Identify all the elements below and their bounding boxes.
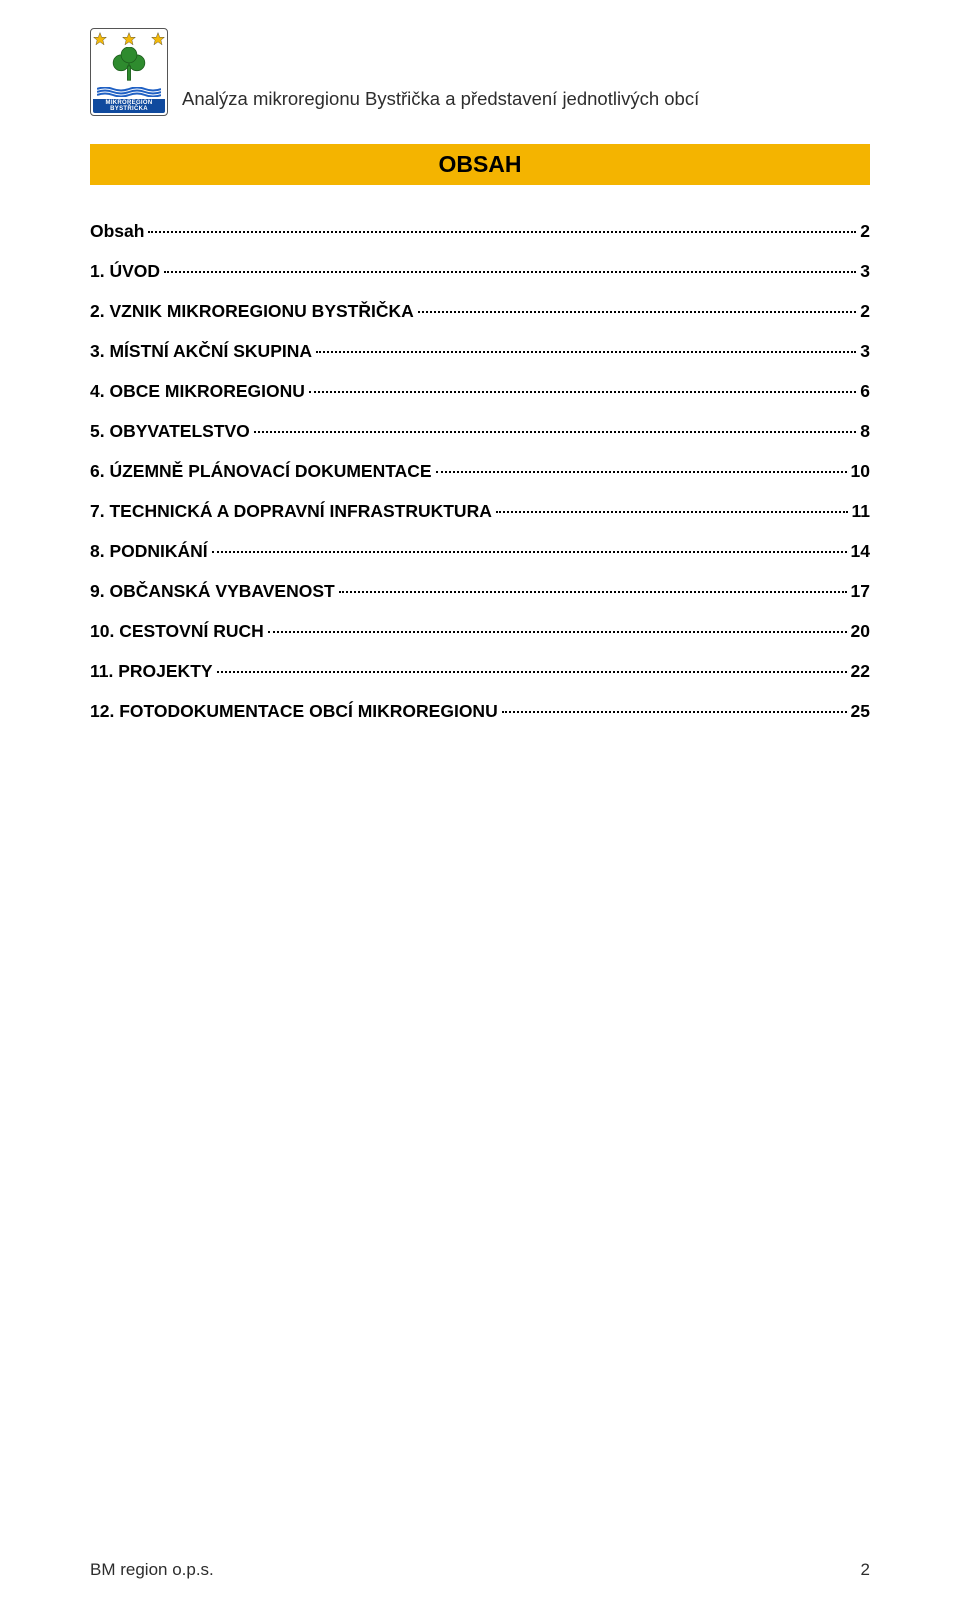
clover-leaf-icon — [110, 47, 148, 85]
toc-label: 10. CESTOVNÍ RUCH — [90, 621, 264, 642]
toc-leader-dots — [164, 271, 856, 273]
toc-page-number: 10 — [851, 461, 870, 482]
logo-stars-row — [93, 32, 165, 46]
toc-row: Obsah 2 — [90, 221, 870, 242]
star-icon — [122, 32, 136, 46]
toc-leader-dots — [316, 351, 856, 353]
toc-row: 10. CESTOVNÍ RUCH 20 — [90, 621, 870, 642]
toc-row: 3. MÍSTNÍ AKČNÍ SKUPINA 3 — [90, 341, 870, 362]
toc-row: 1. ÚVOD 3 — [90, 261, 870, 282]
table-of-contents: Obsah 2 1. ÚVOD 3 2. VZNIK MIKROREGIONU BY… — [90, 221, 870, 722]
toc-page-number: 2 — [860, 221, 870, 242]
toc-label: 4. OBCE MIKROREGIONU — [90, 381, 305, 402]
toc-page-number: 22 — [851, 661, 870, 682]
toc-label: 8. PODNIKÁNÍ — [90, 541, 208, 562]
toc-label: Obsah — [90, 221, 144, 242]
toc-page-number: 3 — [860, 341, 870, 362]
toc-label: 2. VZNIK MIKROREGIONU BYSTŘIČKA — [90, 301, 414, 322]
toc-page-number: 2 — [860, 301, 870, 322]
toc-page-number: 14 — [851, 541, 870, 562]
title-band: OBSAH — [90, 144, 870, 185]
toc-page-number: 8 — [860, 421, 870, 442]
toc-leader-dots — [339, 591, 847, 593]
toc-label: 7. TECHNICKÁ A DOPRAVNÍ INFRASTRUKTURA — [90, 501, 492, 522]
toc-page-number: 17 — [851, 581, 870, 602]
toc-leader-dots — [309, 391, 856, 393]
footer-page-number: 2 — [861, 1560, 870, 1580]
toc-row: 8. PODNIKÁNÍ 14 — [90, 541, 870, 562]
toc-row: 6. ÚZEMNĚ PLÁNOVACÍ DOKUMENTACE 10 — [90, 461, 870, 482]
document-page: MIKROREGION BYSTŘIČKA Analýza mikroregio… — [0, 0, 960, 1620]
toc-leader-dots — [502, 711, 847, 713]
toc-page-number: 25 — [851, 701, 870, 722]
page-footer: BM region o.p.s. 2 — [90, 1560, 870, 1580]
header-text: Analýza mikroregionu Bystřička a předsta… — [182, 88, 699, 116]
toc-row: 4. OBCE MIKROREGIONU 6 — [90, 381, 870, 402]
star-icon — [93, 32, 107, 46]
toc-label: 5. OBYVATELSTVO — [90, 421, 250, 442]
toc-label: 9. OBČANSKÁ VYBAVENOST — [90, 581, 335, 602]
toc-page-number: 6 — [860, 381, 870, 402]
toc-page-number: 3 — [860, 261, 870, 282]
toc-leader-dots — [254, 431, 856, 433]
toc-label: 1. ÚVOD — [90, 261, 160, 282]
toc-row: 2. VZNIK MIKROREGIONU BYSTŘIČKA 2 — [90, 301, 870, 322]
toc-leader-dots — [148, 231, 856, 233]
toc-label: 6. ÚZEMNĚ PLÁNOVACÍ DOKUMENTACE — [90, 461, 432, 482]
logo: MIKROREGION BYSTŘIČKA — [90, 28, 168, 116]
toc-row: 7. TECHNICKÁ A DOPRAVNÍ INFRASTRUKTURA 1… — [90, 501, 870, 522]
toc-leader-dots — [496, 511, 848, 513]
toc-page-number: 11 — [852, 501, 871, 522]
logo-leaf-wrap — [109, 48, 149, 84]
toc-row: 9. OBČANSKÁ VYBAVENOST 17 — [90, 581, 870, 602]
waves-icon — [97, 87, 161, 97]
toc-leader-dots — [268, 631, 847, 633]
toc-label: 11. PROJEKTY — [90, 661, 213, 682]
toc-row: 11. PROJEKTY 22 — [90, 661, 870, 682]
toc-leader-dots — [217, 671, 847, 673]
toc-page-number: 20 — [851, 621, 870, 642]
toc-leader-dots — [418, 311, 856, 313]
toc-leader-dots — [212, 551, 847, 553]
toc-label: 12. FOTODOKUMENTACE OBCÍ MIKROREGIONU — [90, 701, 498, 722]
footer-left: BM region o.p.s. — [90, 1560, 214, 1580]
star-icon — [151, 32, 165, 46]
toc-leader-dots — [436, 471, 847, 473]
toc-label: 3. MÍSTNÍ AKČNÍ SKUPINA — [90, 341, 312, 362]
logo-banner-text: MIKROREGION BYSTŘIČKA — [93, 99, 165, 113]
toc-row: 5. OBYVATELSTVO 8 — [90, 421, 870, 442]
page-header: MIKROREGION BYSTŘIČKA Analýza mikroregio… — [90, 28, 870, 116]
toc-row: 12. FOTODOKUMENTACE OBCÍ MIKROREGIONU 25 — [90, 701, 870, 722]
